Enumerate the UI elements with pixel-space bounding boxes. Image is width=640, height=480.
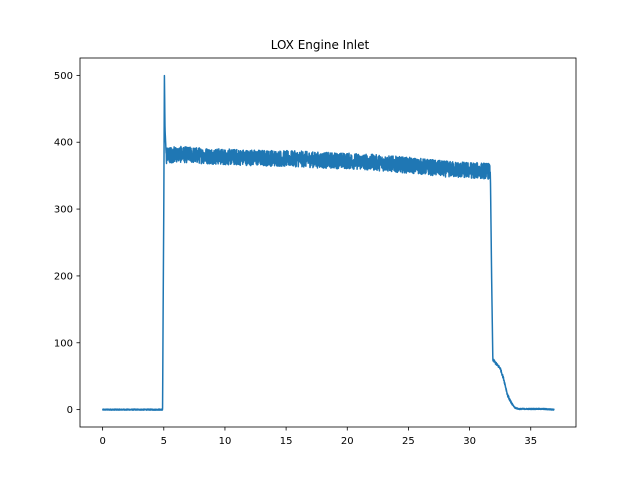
axes-frame (79, 57, 577, 428)
plot-layer (101, 74, 555, 411)
y-tick-label: 400 (54, 138, 73, 149)
y-tick-label: 100 (54, 338, 73, 349)
x-tick-label: 20 (341, 436, 354, 447)
y-tick-label: 0 (67, 405, 73, 416)
chart-title: LOX Engine Inlet (271, 38, 370, 52)
y-tick-label: 200 (54, 271, 73, 282)
x-tick-label: 30 (463, 436, 476, 447)
y-tick-label: 500 (54, 71, 73, 82)
series-line (101, 74, 555, 411)
ticks-layer: 0 5 10 15 20 25 30 35 0 100 200 300 400 500 (54, 71, 537, 447)
x-tick-label: 25 (402, 436, 415, 447)
x-tick-label: 10 (219, 436, 232, 447)
x-tick-label: 0 (99, 436, 105, 447)
y-tick-label: 300 (54, 205, 73, 216)
x-tick-label: 15 (280, 436, 293, 447)
x-tick-label: 5 (161, 436, 167, 447)
x-tick-label: 35 (524, 436, 537, 447)
